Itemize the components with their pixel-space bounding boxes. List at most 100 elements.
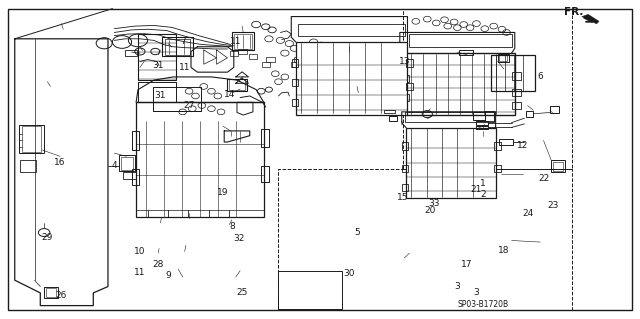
Text: 6: 6 [538,72,543,81]
Text: 11: 11 [179,63,190,72]
Bar [499,55,507,61]
Text: 22: 22 [538,174,549,183]
Text: 18: 18 [498,246,509,255]
Bar [494,142,500,150]
Bar [163,37,193,56]
Polygon shape [582,14,599,24]
Bar [138,34,176,80]
Bar [125,50,137,56]
Text: 10: 10 [134,247,146,256]
Bar [292,99,298,106]
Bar [476,121,488,124]
Bar [491,55,534,91]
Text: 29: 29 [42,233,53,242]
Bar [261,167,269,182]
Text: 27: 27 [184,101,195,110]
Bar [20,160,36,172]
Bar [124,172,138,179]
Bar [266,57,275,62]
Bar [384,110,396,114]
Bar [296,42,408,115]
Bar [22,126,41,152]
Bar [511,102,521,109]
Bar [499,139,513,145]
Bar [292,79,298,86]
Bar [262,62,270,67]
Bar [229,79,244,90]
Text: 9: 9 [165,271,171,280]
Bar [278,271,342,309]
Text: 3: 3 [454,282,460,291]
Bar [410,34,511,47]
Bar [261,129,269,147]
Bar [166,40,189,55]
Text: 19: 19 [217,188,228,197]
Bar [136,102,264,217]
Text: 21: 21 [471,185,482,194]
Text: 11: 11 [230,38,241,47]
Bar [238,49,246,54]
Text: 33: 33 [428,199,440,208]
Text: 31: 31 [155,92,166,100]
Text: 13: 13 [399,56,410,65]
Bar [511,89,521,96]
Text: 3: 3 [474,288,479,297]
Bar [494,165,500,172]
Text: 1: 1 [480,179,486,188]
Bar [19,124,44,153]
Bar [249,54,257,59]
Text: 30: 30 [343,269,355,278]
Text: 14: 14 [223,90,235,99]
Bar [402,165,408,172]
Bar [291,62,299,67]
Bar [121,157,133,170]
Bar [402,142,408,150]
Bar [550,107,559,114]
Bar [551,160,565,172]
Text: 11: 11 [134,268,146,277]
Bar [525,111,533,117]
Bar [405,113,494,122]
Bar [153,87,200,111]
Bar [497,54,509,62]
Text: 20: 20 [425,206,436,215]
Text: 4: 4 [111,161,117,170]
Bar [278,169,572,310]
Bar [292,59,298,67]
Bar [138,82,176,102]
Bar [403,75,410,82]
Bar [511,72,521,80]
Text: 32: 32 [233,234,244,243]
Bar [484,111,494,121]
Text: 26: 26 [56,291,67,300]
Bar [403,94,410,101]
Text: 25: 25 [236,288,248,297]
Bar [389,116,397,122]
Bar [406,83,413,90]
Text: 12: 12 [517,141,529,150]
Text: 16: 16 [54,158,66,167]
Bar [298,24,405,36]
Text: SP03-B1720B: SP03-B1720B [458,300,508,308]
Bar [132,131,140,150]
Text: 31: 31 [153,61,164,70]
Bar [232,33,254,50]
Text: FR.: FR. [564,7,583,18]
Bar [406,128,495,197]
Bar [402,184,408,191]
Text: 24: 24 [522,209,533,218]
Text: 23: 23 [547,201,559,210]
Bar [234,34,252,49]
Bar [406,59,413,67]
Bar [294,57,302,62]
Bar [460,50,473,55]
Bar [46,288,56,297]
Text: 15: 15 [397,193,409,202]
Text: 2: 2 [480,190,486,199]
Bar [473,112,484,120]
Text: 17: 17 [461,260,472,269]
Bar [476,125,488,129]
Bar [227,78,246,91]
Bar [406,53,515,115]
Bar [230,50,238,56]
